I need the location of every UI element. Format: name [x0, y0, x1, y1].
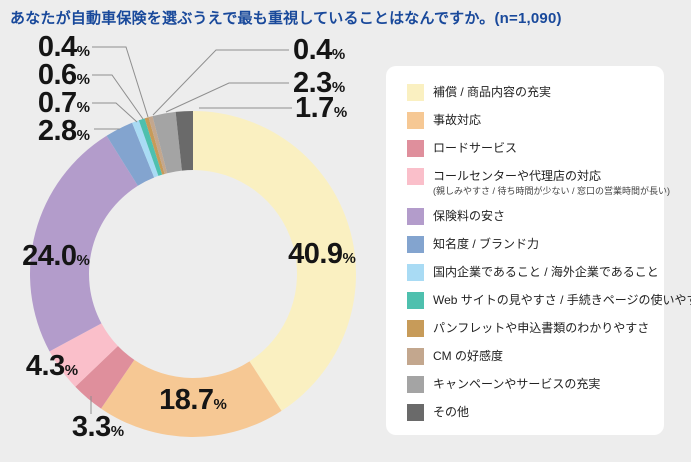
slice-value-label: 18.7%	[159, 384, 227, 418]
pie-slice	[132, 120, 159, 178]
legend-label: コールセンターや代理店の対応	[433, 169, 602, 183]
leader-line	[165, 82, 289, 113]
legend-label: CM の好感度	[433, 349, 503, 363]
legend-item: 保険料の安さ	[407, 208, 656, 225]
legend-swatch	[407, 236, 424, 253]
percent-sign: %	[110, 423, 125, 440]
legend-item: CM の好感度	[407, 348, 656, 365]
leader-line	[92, 74, 144, 120]
legend-item: パンフレットや申込書類のわかりやすさ	[407, 320, 656, 337]
legend-item: Web サイトの見やすさ / 手続きページの使いやすさ	[407, 292, 691, 309]
legend-label: 知名度 / ブランド力	[433, 237, 540, 251]
legend-label: パンフレットや申込書類のわかりやすさ	[433, 321, 650, 335]
legend-swatch	[407, 376, 424, 393]
legend-label: その他	[433, 405, 470, 419]
slice-value: 2.3	[293, 67, 332, 99]
slice-value-label: 40.9%	[288, 238, 356, 272]
chart-title: あなたが自動車保険を選ぶうえで最も重視していることはなんですか。(n=1,090…	[10, 10, 562, 27]
legend-swatch	[407, 404, 424, 421]
pie-slice	[175, 111, 193, 171]
pie-slice	[138, 118, 163, 176]
legend-swatch	[407, 84, 424, 101]
slice-value-label: 0.4%	[293, 34, 346, 68]
leader-line	[152, 49, 289, 116]
legend-sublabel: (親しみやすさ / 待ち時間が少ない / 窓口の営業時間が長い)	[433, 186, 670, 196]
percent-sign: %	[76, 71, 90, 88]
percent-sign: %	[331, 79, 346, 96]
legend-item: キャンペーンやサービスの充実	[407, 376, 656, 393]
pie-slice	[152, 111, 182, 174]
pie-slice	[193, 111, 356, 411]
legend-swatch	[407, 264, 424, 281]
percent-sign: %	[213, 396, 227, 413]
slice-value-label: 0.4%	[37, 31, 90, 65]
legend-label: ロードサービス	[433, 141, 518, 155]
percent-sign: %	[333, 104, 348, 121]
legend-item: 国内企業であること / 海外企業であること	[407, 264, 659, 281]
slice-value-label: 4.3%	[25, 350, 79, 384]
pie-slice	[106, 122, 155, 186]
legend-item: ロードサービス	[407, 140, 656, 157]
pie-slice	[144, 117, 165, 175]
slice-value-label: 0.6%	[37, 59, 90, 93]
pie-slice	[148, 116, 168, 174]
slice-value: 24.0	[22, 240, 77, 272]
legend-swatch	[407, 320, 424, 337]
slice-value: 0.6	[37, 59, 77, 91]
legend-panel: 補償 / 商品内容の充実 事故対応ロードサービスコールセンターや代理店の対応 (親し…	[386, 66, 691, 435]
legend-label: 国内企業であること / 海外企業であること	[433, 265, 659, 279]
leader-line	[92, 102, 138, 123]
pie-slice	[49, 323, 118, 387]
legend-swatch	[407, 112, 424, 129]
slice-value: 2.8	[37, 115, 77, 147]
slice-value: 18.7	[159, 384, 214, 416]
pie-slice	[101, 359, 282, 437]
percent-sign: %	[76, 43, 90, 60]
legend-label: 補償 / 商品内容の充実	[433, 85, 552, 99]
legend-swatch	[407, 348, 424, 365]
slice-value-label: 3.3%	[71, 411, 125, 445]
slice-value-label: 1.7%	[295, 92, 348, 126]
legend-swatch	[407, 140, 424, 157]
percent-sign: %	[76, 252, 90, 269]
legend-swatch	[407, 168, 424, 185]
percent-sign: %	[331, 46, 346, 63]
leader-line	[92, 46, 149, 118]
slice-value: 1.7	[295, 92, 334, 124]
pie-slice	[29, 135, 138, 352]
legend-swatch	[407, 208, 424, 225]
pie-slice	[75, 345, 135, 409]
percent-sign: %	[64, 362, 79, 379]
legend-label: 保険料の安さ	[433, 209, 506, 223]
slice-value: 3.3	[71, 411, 111, 443]
slice-value: 0.4	[37, 31, 77, 63]
legend-label: キャンペーンやサービスの充実	[433, 377, 601, 391]
slice-value: 0.4	[293, 34, 332, 66]
legend-swatch	[407, 292, 424, 309]
percent-sign: %	[76, 99, 90, 116]
slice-value: 40.9	[288, 238, 343, 270]
slice-value-label: 0.7%	[37, 87, 90, 121]
legend-item: コールセンターや代理店の対応 (親しみやすさ / 待ち時間が少ない / 窓口の営業…	[407, 168, 670, 197]
legend-label: 事故対応	[433, 113, 482, 127]
slice-value-label: 2.3%	[293, 67, 346, 101]
slice-value: 4.3	[25, 350, 65, 382]
percent-sign: %	[76, 127, 90, 144]
slice-value: 0.7	[37, 87, 77, 119]
legend-item: 知名度 / ブランド力	[407, 236, 656, 253]
legend-label: Web サイトの見やすさ / 手続きページの使いやすさ	[433, 293, 691, 307]
slice-value-label: 2.8%	[37, 115, 90, 149]
slice-value-label: 24.0%	[22, 240, 90, 274]
legend-item: その他	[407, 404, 656, 421]
percent-sign: %	[342, 250, 356, 267]
legend-item: 補償 / 商品内容の充実	[407, 84, 656, 101]
legend-item: 事故対応	[407, 112, 656, 129]
